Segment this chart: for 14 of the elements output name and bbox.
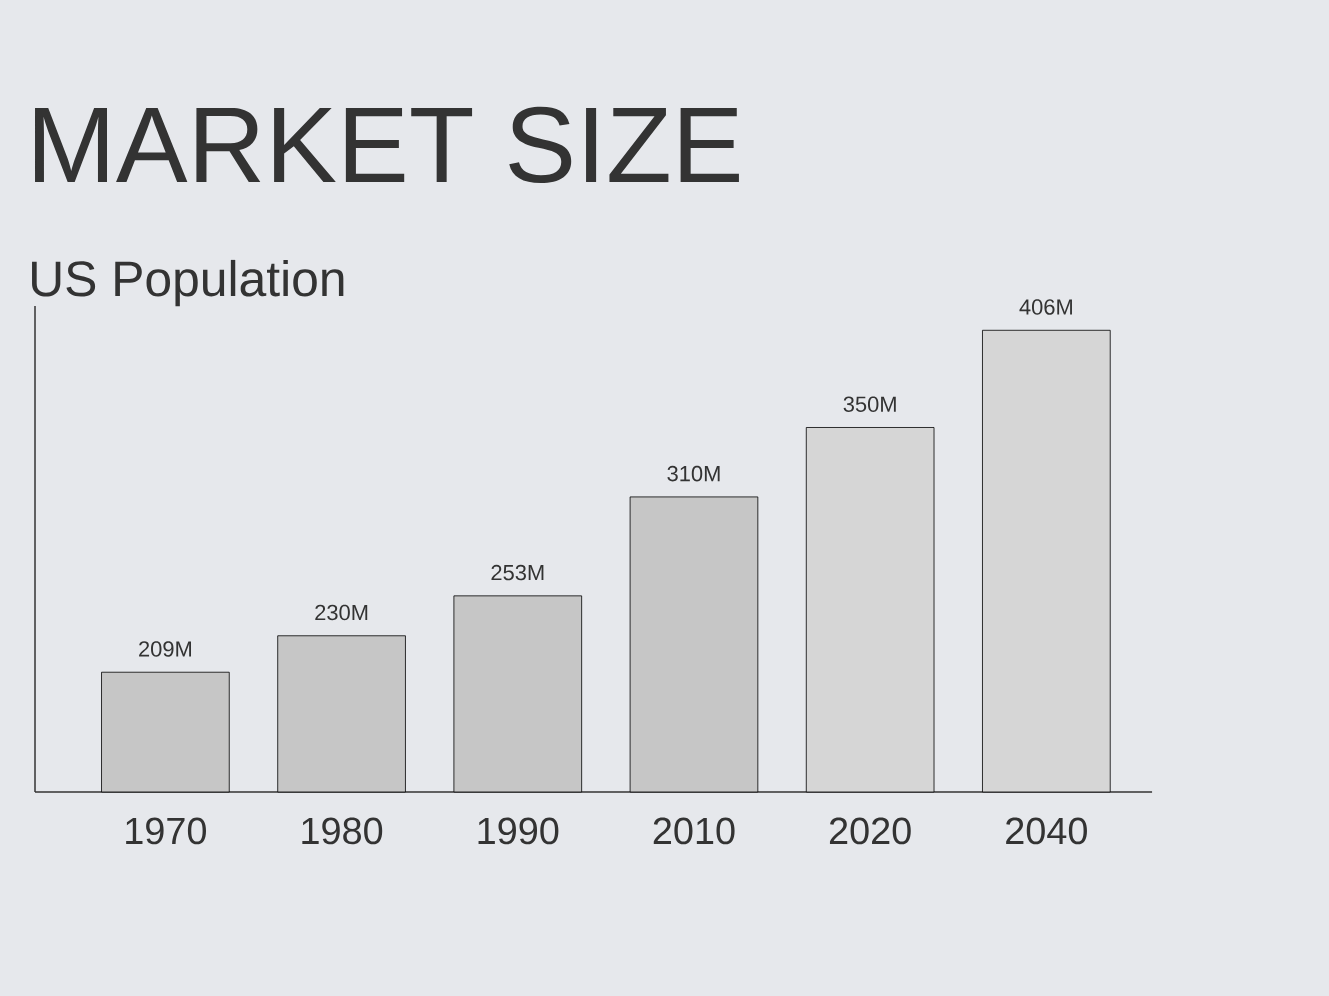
- data-label: 253M: [491, 564, 544, 581]
- x-tick-label: 1980: [302, 817, 383, 845]
- x-tick-label: 1990: [478, 817, 559, 845]
- chart-title: MARKET SIZE: [35, 106, 739, 184]
- x-tick-label: 2010: [653, 817, 735, 845]
- x-tick-label: 2040: [1006, 817, 1087, 845]
- x-tick-label: 1970: [126, 817, 206, 845]
- data-label: 230M: [315, 604, 368, 621]
- data-label: 350M: [843, 396, 896, 412]
- data-label: 406M: [1019, 299, 1072, 315]
- data-label: 310M: [667, 465, 720, 482]
- chart-subtitle: US Population: [32, 259, 344, 307]
- data-label: 209M: [139, 641, 191, 657]
- x-tick-label: 2020: [829, 817, 911, 845]
